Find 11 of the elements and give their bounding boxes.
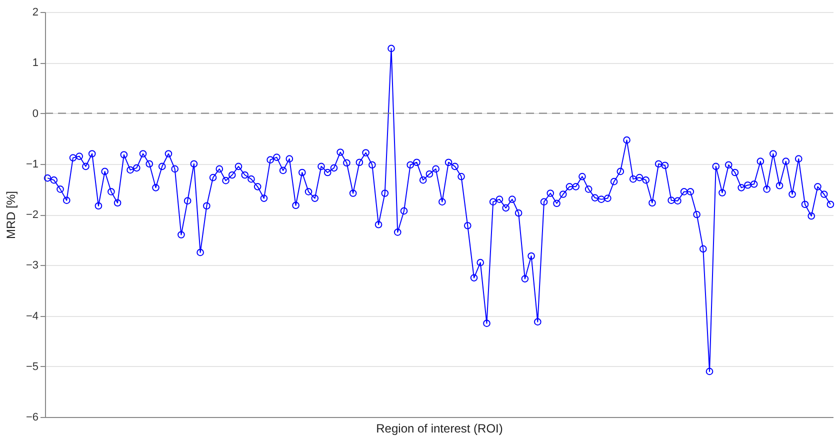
y-tick-label: −1 xyxy=(26,158,38,170)
x-axis-title: Region of interest (ROI) xyxy=(376,422,503,436)
y-tick-label: −4 xyxy=(26,310,38,322)
y-tick-label: 2 xyxy=(32,6,38,18)
y-tick-label: 1 xyxy=(32,57,38,70)
y-tick-label: −3 xyxy=(26,260,38,272)
y-tick-label: −6 xyxy=(26,412,38,424)
y-tick-label: −2 xyxy=(26,209,38,221)
y-tick-label: −5 xyxy=(26,360,38,373)
y-tick-label: 0 xyxy=(32,108,38,120)
y-axis-title: MRD [%] xyxy=(4,191,18,239)
